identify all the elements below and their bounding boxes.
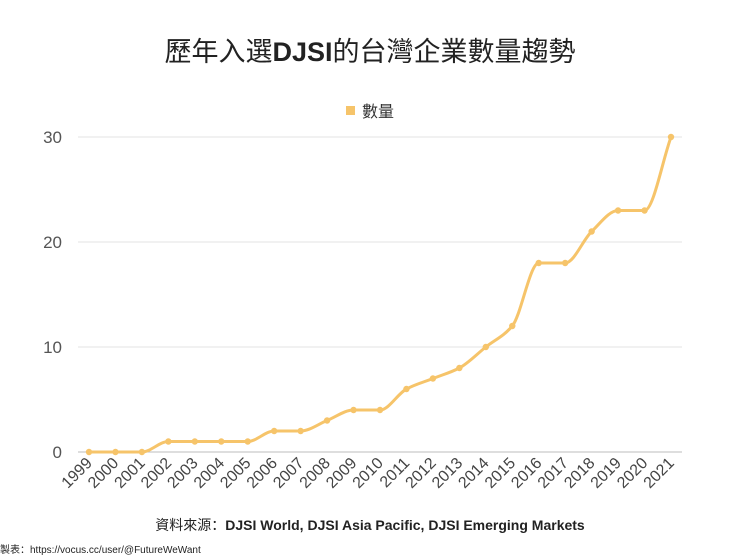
data-point-2004 xyxy=(218,438,225,445)
y-tick-label: 20 xyxy=(43,233,62,252)
data-point-2012 xyxy=(429,375,437,382)
data-point-2016 xyxy=(535,259,542,267)
data-point-2001 xyxy=(138,448,146,456)
data-point-2003 xyxy=(191,438,199,445)
y-tick-label: 0 xyxy=(53,443,62,462)
data-point-2010 xyxy=(376,406,384,414)
data-point-2018 xyxy=(588,228,595,235)
data-point-2011 xyxy=(403,385,410,393)
data-point-2015 xyxy=(509,322,516,330)
data-point-2005 xyxy=(244,438,251,445)
x-tick-label: 2021 xyxy=(641,455,678,492)
data-point-2017 xyxy=(561,259,569,267)
data-point-2020 xyxy=(641,207,648,214)
data-point-2008 xyxy=(323,417,331,424)
x-tick-label: 2010 xyxy=(350,455,387,492)
data-point-2006 xyxy=(270,427,278,435)
data-point-2019 xyxy=(614,207,622,214)
credit-note: 製表：https://vocus.cc/user/@FutureWeWant xyxy=(0,541,201,556)
y-tick-label: 10 xyxy=(43,338,62,357)
data-point-2002 xyxy=(165,438,172,445)
data-point-2013 xyxy=(456,364,463,372)
data-point-2014 xyxy=(482,343,490,351)
legend-swatch xyxy=(345,106,355,115)
title-prefix: 歷年入選 xyxy=(164,37,273,68)
chart-title: 歷年入選DJSI的台灣企業數量趨勢 xyxy=(0,30,740,69)
y-tick-label: 30 xyxy=(43,128,62,147)
data-point-2021 xyxy=(667,133,675,141)
credit-text: https://vocus.cc/user/@FutureWeWant xyxy=(30,545,201,556)
credit-label: 製表： xyxy=(0,545,30,556)
data-point-2009 xyxy=(350,406,357,414)
source-label: 資料來源： xyxy=(155,518,226,534)
title-bold: DJSI xyxy=(272,37,333,67)
title-suffix: 的台灣企業數量趨勢 xyxy=(332,37,576,68)
series-line xyxy=(87,135,673,454)
data-point-1999 xyxy=(85,448,93,456)
legend[interactable]: 數量 xyxy=(0,98,740,122)
legend-label: 數量 xyxy=(361,102,394,121)
source-note: 資料來源：DJSI World, DJSI Asia Pacific, DJSI… xyxy=(0,515,740,535)
source-text: DJSI World, DJSI Asia Pacific, DJSI Emer… xyxy=(225,517,585,533)
data-point-2000 xyxy=(112,448,119,456)
data-point-2007 xyxy=(297,427,304,435)
